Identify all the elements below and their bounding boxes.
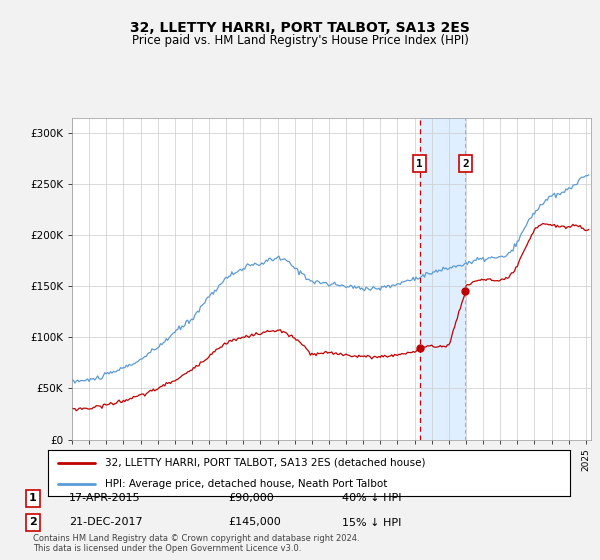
- Text: 17-APR-2015: 17-APR-2015: [69, 493, 140, 503]
- Text: 1: 1: [416, 158, 423, 169]
- Text: 2: 2: [462, 158, 469, 169]
- Text: £145,000: £145,000: [228, 517, 281, 528]
- Text: £90,000: £90,000: [228, 493, 274, 503]
- Text: 15% ↓ HPI: 15% ↓ HPI: [342, 517, 401, 528]
- Text: 32, LLETTY HARRI, PORT TALBOT, SA13 2ES: 32, LLETTY HARRI, PORT TALBOT, SA13 2ES: [130, 21, 470, 35]
- Text: Contains HM Land Registry data © Crown copyright and database right 2024.
This d: Contains HM Land Registry data © Crown c…: [33, 534, 359, 553]
- Text: 40% ↓ HPI: 40% ↓ HPI: [342, 493, 401, 503]
- Text: HPI: Average price, detached house, Neath Port Talbot: HPI: Average price, detached house, Neat…: [106, 479, 388, 489]
- Text: 1: 1: [29, 493, 37, 503]
- Bar: [419, 118, 466, 440]
- Text: 21-DEC-2017: 21-DEC-2017: [69, 517, 143, 528]
- Text: 2: 2: [29, 517, 37, 528]
- Text: 32, LLETTY HARRI, PORT TALBOT, SA13 2ES (detached house): 32, LLETTY HARRI, PORT TALBOT, SA13 2ES …: [106, 458, 426, 468]
- Text: Price paid vs. HM Land Registry's House Price Index (HPI): Price paid vs. HM Land Registry's House …: [131, 34, 469, 46]
